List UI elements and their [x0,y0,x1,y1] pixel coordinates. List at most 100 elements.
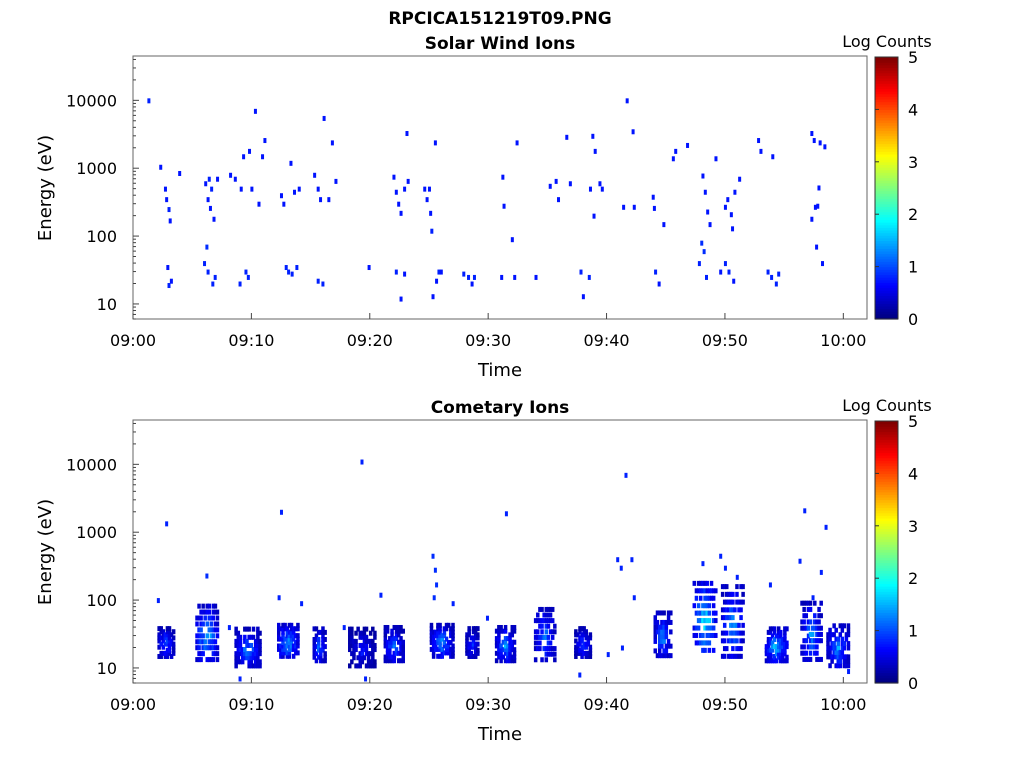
data-cell [497,650,501,656]
data-cell [834,645,838,651]
data-cell [548,612,553,618]
data-cell [197,627,201,633]
data-cell [720,615,725,621]
data-cell [438,626,442,632]
y-tick-label: 1000 [76,523,117,542]
data-cell [394,647,399,653]
data-cell [195,639,199,645]
data-cell [354,642,358,648]
data-cell [383,636,388,642]
data-cell [776,654,781,660]
data-cell [437,269,441,275]
data-cell [606,652,610,658]
colorbar-band [875,502,898,506]
data-cell [211,651,216,657]
data-cell [438,629,442,635]
heatmap-data [156,459,851,682]
colorbar-band [875,675,898,679]
data-cell [657,653,662,659]
data-cell [236,647,241,653]
data-cell [779,629,783,635]
data-cell [316,654,321,660]
data-cell [806,619,811,625]
data-cell [616,557,620,563]
data-cell [781,651,785,657]
data-cell [348,630,352,636]
data-cell [451,653,455,659]
data-cell [733,630,737,636]
colorbar-tick-label: 4 [908,100,918,119]
data-cell [803,508,807,514]
data-cell [209,633,214,639]
data-cell [167,647,172,653]
data-cell [165,629,170,635]
data-cell [287,640,292,646]
data-cell [287,653,292,659]
data-cell [433,567,437,573]
data-cell [392,174,396,180]
colorbar-band [875,476,898,480]
data-cell [501,647,506,653]
data-cell [582,650,586,656]
data-cell [234,626,238,632]
data-cell [499,643,503,649]
data-cell [705,588,709,594]
data-cell [540,606,544,612]
data-cell [536,612,540,618]
data-cell [316,278,320,284]
data-cell [501,174,505,180]
data-cell [360,647,365,653]
data-cell [354,647,358,653]
data-cell [296,633,300,639]
data-cell [388,643,392,649]
data-cell [707,595,712,601]
data-cell [399,643,403,649]
data-cell [436,626,440,632]
data-cell [703,610,707,616]
data-cell [234,655,238,661]
data-cell [442,629,447,635]
data-cell [836,641,840,647]
data-cell [723,261,727,267]
data-cell [403,271,407,277]
data-cell [513,274,517,280]
data-cell [287,650,292,656]
data-cell [211,633,216,639]
data-cell [836,645,840,651]
data-cell [279,653,283,659]
data-cell [815,631,819,637]
data-cell [178,170,182,176]
data-cell [405,131,409,137]
data-cell [197,615,201,621]
data-cell [360,651,365,657]
colorbar-band [875,83,898,87]
data-cell [664,624,669,630]
data-cell [451,646,455,652]
data-cell [548,618,553,624]
data-cell [768,626,773,632]
colorbar-band [875,256,898,260]
data-cell [669,629,673,635]
data-cell [632,595,636,601]
data-cell [735,630,739,636]
data-cell [781,637,785,643]
colorbar-band [875,313,898,317]
data-cell [348,626,352,632]
data-cell [167,635,172,641]
data-cell [205,657,209,663]
data-cell [213,645,218,651]
data-cell [165,647,170,653]
data-cell [722,584,727,590]
data-cell [666,643,671,649]
colorbar-band [875,669,898,674]
colorbar-band [875,219,898,223]
data-cell [808,619,813,625]
data-cell [282,201,286,207]
data-cell [352,642,356,648]
colorbar-band [875,439,898,443]
colorbar-band [875,635,898,640]
data-cell [366,638,371,644]
data-cell [699,580,703,586]
data-cell [430,228,434,234]
data-cell [499,624,503,630]
